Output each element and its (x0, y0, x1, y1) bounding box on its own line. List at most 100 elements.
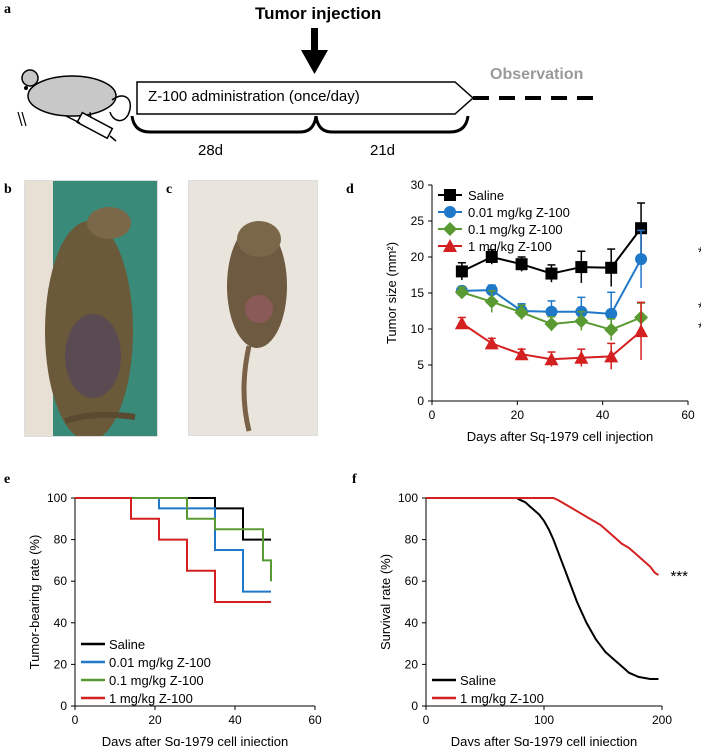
chart-e-y-tick-label: 40 (54, 616, 68, 630)
chart-d-y-tick-label: 5 (417, 358, 424, 372)
chart-d-data-point (485, 251, 498, 263)
chart-d-x-tick-label: 0 (429, 408, 436, 422)
chart-f-y-tick-label: 80 (405, 533, 419, 547)
chart-e-x-tick-label: 40 (228, 713, 242, 727)
chart-d-significance-label: *** (698, 320, 701, 337)
chart-d-y-tick-label: 20 (411, 250, 425, 264)
chart-d-data-point (575, 261, 588, 274)
chart-d-y-tick-label: 10 (411, 322, 425, 336)
chart-e-x-tick-label: 60 (308, 713, 322, 727)
chart-d-data-point (605, 261, 618, 274)
chart-f-series-line (426, 497, 659, 680)
tumor-size-chart: 0 5 10 15 20 25 30 0 20 40 60 Days after Sq-1979 ce… (384, 178, 701, 444)
chart-d-data-point (604, 322, 619, 337)
chart-f-x-tick-label: 0 (423, 713, 430, 727)
syringe-icon (65, 111, 117, 142)
chart-d-legend-marker (443, 222, 457, 236)
chart-d-significance-label: ** (698, 299, 701, 316)
chart-e-y-tick-label: 20 (54, 657, 68, 671)
chart-d-data-point (544, 352, 559, 366)
chart-e-series-line (75, 497, 271, 541)
chart-f-y-tick-label: 20 (405, 657, 419, 671)
chart-e-y-tick-label: 0 (60, 699, 67, 713)
chart-f-x-tick-label: 100 (534, 713, 554, 727)
chart-d-y-axis-title: Tumor size (mm²) (384, 242, 399, 344)
chart-d-legend-label: 0.01 mg/kg Z-100 (468, 205, 570, 220)
chart-d-legend-label: 0.1 mg/kg Z-100 (468, 222, 563, 237)
chart-d-y-tick-label: 30 (411, 178, 425, 192)
chart-e-legend-label: 0.1 mg/kg Z-100 (109, 673, 204, 688)
chart-d-data-point (514, 305, 529, 320)
panel-letter-f: f (352, 472, 357, 487)
chart-d-data-point (544, 316, 559, 331)
chart-d-data-point (454, 285, 469, 300)
chart-d-data-point (635, 222, 648, 235)
chart-d-data-point (484, 294, 499, 309)
chart-d-data-point (635, 253, 648, 266)
chart-d-x-tick-label: 40 (596, 408, 610, 422)
panel-letter-d: d (346, 182, 354, 197)
mouse-icon (17, 69, 132, 127)
panel-letter-b: b (4, 182, 12, 197)
chart-f-y-tick-label: 0 (411, 699, 418, 713)
chart-e-legend-label: 1 mg/kg Z-100 (109, 691, 193, 706)
chart-f-y-tick-label: 60 (405, 574, 419, 588)
chart-d-data-point (605, 307, 618, 320)
chart-d-data-point (634, 324, 649, 338)
chart-e-x-tick-label: 0 (72, 713, 79, 727)
arrow-down-icon (301, 50, 328, 74)
chart-d-x-tick-label: 20 (511, 408, 525, 422)
chart-f-y-axis-title: Survival rate (%) (378, 554, 393, 650)
chart-e-y-axis-title: Tumor-bearing rate (%) (27, 535, 42, 670)
chart-d-data-point (574, 350, 589, 364)
panel-letter-e: e (4, 472, 11, 487)
chart-d-data-point (545, 305, 558, 318)
chart-f-y-tick-label: 100 (398, 491, 418, 505)
period-21d-label: 21d (370, 142, 396, 159)
panel-letter-a: a (4, 2, 11, 17)
chart-d-legend-marker (443, 239, 457, 252)
chart-f-significance-label: *** (670, 568, 688, 585)
tumor-injection-label: Tumor injection (255, 4, 382, 23)
schedule-diagram (17, 28, 600, 142)
chart-d-data-point (545, 267, 558, 280)
chart-d-data-point (514, 347, 529, 361)
mouse-photo-b (24, 180, 158, 437)
chart-d-data-point (454, 316, 469, 330)
tumor-bearing-rate-chart: 0 20 40 60 80 100 0 20 40 60 Days after Sq-1979 ce… (27, 491, 322, 746)
survival-rate-chart: 0 20 40 60 80 100 0 100 200 Days after Sq-1979 ce… (378, 491, 688, 746)
administration-label: Z-100 administration (once/day) (148, 88, 360, 105)
chart-e-y-tick-label: 80 (54, 533, 68, 547)
mouse-photo-c (188, 180, 318, 436)
chart-f-series-line (426, 497, 659, 576)
chart-e-series-line (75, 497, 271, 603)
chart-e-series-line (75, 497, 271, 593)
chart-f-x-axis-title: Days after Sq-1979 cell injection (451, 734, 637, 746)
observation-label: Observation (490, 66, 584, 83)
chart-e-legend-label: Saline (109, 637, 145, 652)
chart-d-significance-label: * (698, 244, 701, 261)
chart-e-y-tick-label: 60 (54, 574, 68, 588)
chart-d-data-point (604, 349, 619, 363)
chart-f-y-tick-label: 40 (405, 616, 419, 630)
period-28d-label: 28d (198, 142, 224, 159)
panel-letter-c: c (166, 182, 173, 197)
chart-d-y-tick-label: 15 (411, 286, 425, 300)
chart-d-data-point (574, 314, 589, 329)
chart-d-y-tick-label: 0 (417, 394, 424, 408)
chart-d-legend-label: 1 mg/kg Z-100 (468, 239, 552, 254)
chart-e-y-tick-label: 100 (47, 491, 67, 505)
chart-d-x-tick-label: 60 (681, 408, 695, 422)
chart-d-y-tick-label: 25 (411, 214, 425, 228)
chart-f-legend-label: Saline (460, 673, 496, 688)
chart-e-series-line (75, 497, 272, 582)
chart-d-legend-marker (444, 189, 456, 201)
chart-d-data-point (455, 265, 468, 278)
chart-f-legend-label: 1 mg/kg Z-100 (460, 691, 544, 706)
chart-e-legend-label: 0.01 mg/kg Z-100 (109, 655, 211, 670)
chart-d-data-point (515, 258, 528, 271)
chart-f-x-tick-label: 200 (652, 713, 672, 727)
chart-d-x-axis-title: Days after Sq-1979 cell injection (467, 429, 653, 444)
chart-d-legend-marker (444, 206, 456, 218)
chart-d-legend-label: Saline (468, 188, 504, 203)
